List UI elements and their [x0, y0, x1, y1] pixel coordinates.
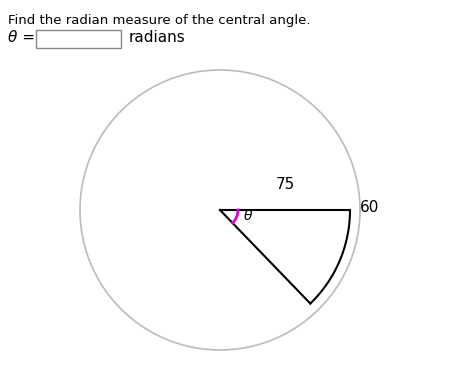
Text: 75: 75 [275, 177, 295, 192]
Text: radians: radians [129, 30, 186, 45]
Text: 60: 60 [360, 201, 379, 216]
Text: θ: θ [244, 209, 253, 223]
Text: θ =: θ = [8, 30, 35, 45]
FancyBboxPatch shape [36, 30, 121, 48]
Text: Find the radian measure of the central angle.: Find the radian measure of the central a… [8, 14, 310, 27]
